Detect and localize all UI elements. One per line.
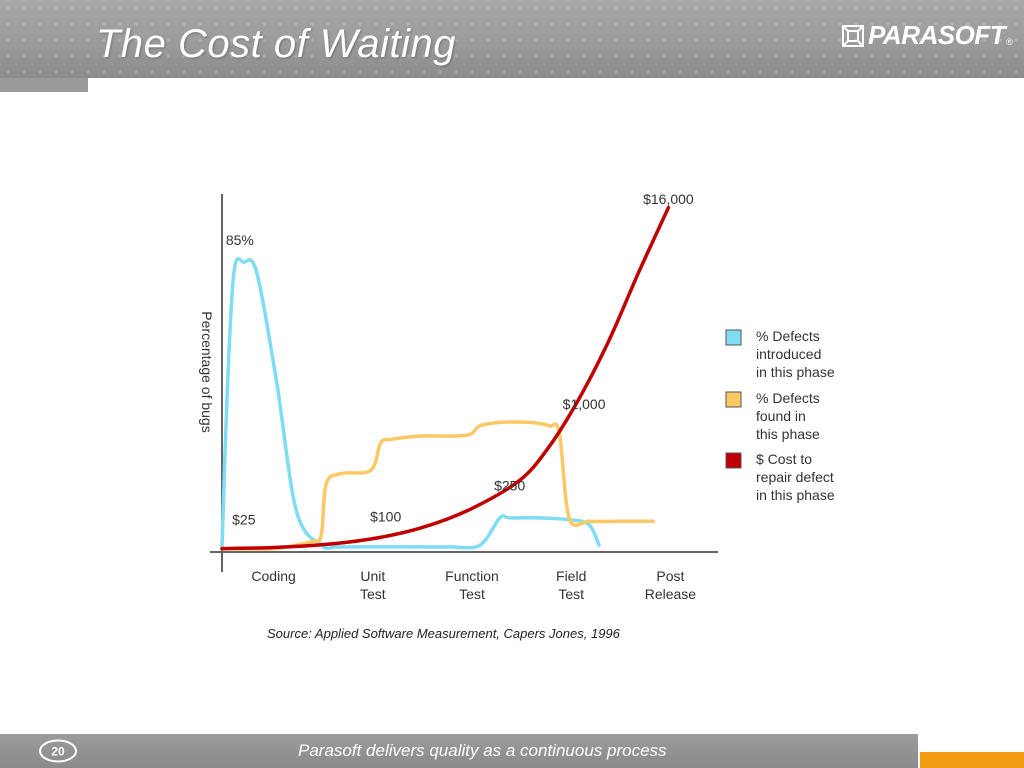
- x-tick-label: Release: [645, 586, 697, 602]
- header-tab: [0, 78, 88, 92]
- x-tick-label: Test: [558, 586, 584, 602]
- legend-swatch-cost-to-repair: [725, 452, 742, 469]
- legend-swatch-defects-introduced: [725, 329, 742, 346]
- x-tick-label: Function: [445, 568, 499, 584]
- legend-label: % Defects: [756, 390, 820, 406]
- slide-header: The Cost of Waiting PARASOFT ®: [0, 0, 1024, 78]
- series-line-defects-found: [220, 420, 656, 551]
- slide-footer: [0, 734, 918, 768]
- x-tick-label: Post: [656, 568, 684, 584]
- source-citation: Source: Applied Software Measurement, Ca…: [267, 626, 620, 641]
- chart-series: [220, 205, 671, 551]
- legend-label: % Defects: [756, 328, 820, 344]
- legend-label: in this phase: [756, 487, 835, 503]
- chart-x-ticks: Coding Unit Test Function Test Field Test Post R…: [251, 568, 696, 602]
- x-tick-label: Coding: [251, 568, 295, 584]
- data-label: 85%: [226, 232, 254, 248]
- chart-annotations: 85% $25 $100 $250 $1,000 $16,000: [226, 191, 694, 527]
- logo-wordmark: PARASOFT: [868, 20, 1006, 50]
- 20-years-badge-icon: 20: [39, 739, 77, 763]
- header-dot-pattern: [0, 0, 1024, 78]
- x-tick-label: Field: [556, 568, 586, 584]
- x-tick-label: Unit: [360, 568, 385, 584]
- svg-text:20: 20: [51, 745, 65, 759]
- slide-title: The Cost of Waiting: [96, 22, 457, 66]
- data-label: $100: [370, 508, 401, 524]
- series-line-cost-to-repair: [220, 205, 671, 551]
- footer-accent-bar: [920, 752, 1024, 768]
- chart-axes: [210, 194, 718, 572]
- legend-label: this phase: [756, 426, 820, 442]
- legend-label: repair defect: [756, 469, 834, 485]
- data-label: $1,000: [563, 396, 606, 412]
- y-axis-label: Percentage of bugs: [199, 311, 215, 432]
- legend-label: $ Cost to: [756, 451, 812, 467]
- data-label: $16,000: [643, 191, 694, 207]
- series-line-defects-introduced: [220, 257, 601, 551]
- data-label: $25: [232, 512, 256, 528]
- footer-tagline: Parasoft delivers quality as a continuou…: [298, 741, 667, 760]
- x-tick-label: Test: [360, 586, 386, 602]
- logo-registered-mark: ®: [1006, 37, 1013, 47]
- data-label: $250: [494, 478, 525, 494]
- chart-legend: % Defects introduced in this phase % Defect…: [725, 328, 835, 503]
- legend-label: found in: [756, 408, 806, 424]
- legend-label: introduced: [756, 346, 821, 362]
- parasoft-logo: PARASOFT ®: [842, 20, 1013, 51]
- legend-label: in this phase: [756, 364, 835, 380]
- parasoft-logo-mark-icon: [842, 24, 864, 47]
- x-tick-label: Test: [459, 586, 485, 602]
- legend-swatch-defects-found: [725, 391, 742, 408]
